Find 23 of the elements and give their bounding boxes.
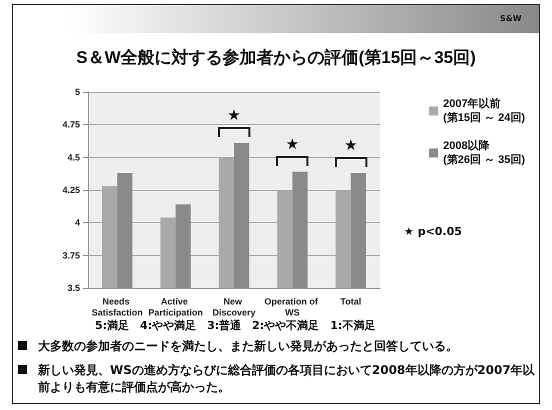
annotation: ★ [343, 136, 359, 154]
x-tick-label: Needs Satisfaction [92, 296, 143, 318]
text: ★ p<0.05 [404, 225, 462, 238]
x-tick-label: Active Participation [148, 296, 203, 318]
y-tick-label: 4.75 [62, 120, 80, 130]
x-tick-label: Total [340, 296, 362, 306]
y-tick-label: 4.5 [67, 152, 80, 162]
legend-label: 2007年以前 (第15回 ～ 24回) [443, 97, 526, 124]
chart-title: S＆W全般に対する参加者からの評価(第15回～35回) [76, 48, 476, 67]
text: 新しい発見、WSの進め方ならびに総合評価の各項目において2008年以降の方が2007年以前よりも有意に評価点が高かった。 [38, 362, 536, 396]
x-tick-label: New Discovery [212, 296, 256, 318]
x-tick-label: Operation of WS [264, 296, 320, 318]
text: 大多数の参加者のニードを満たし、また新しい発見があったと回答している。 [38, 338, 459, 355]
y-tick-label: 4.25 [62, 185, 80, 195]
y-tick-label: 4 [74, 218, 80, 228]
y-tick-label: 3.75 [62, 250, 80, 260]
annotation: ★ [284, 134, 300, 153]
text: S&W [500, 14, 522, 23]
text: 5:満足 4:やや満足 3:普通 2:やや不満足 1:不満足 [95, 318, 376, 333]
legend-label: 2008以降 (第26回 ～ 35回) [443, 139, 526, 166]
annotation: ★ [226, 106, 242, 124]
y-tick-label: 5 [74, 87, 80, 97]
y-tick-label: 3.5 [67, 283, 80, 293]
